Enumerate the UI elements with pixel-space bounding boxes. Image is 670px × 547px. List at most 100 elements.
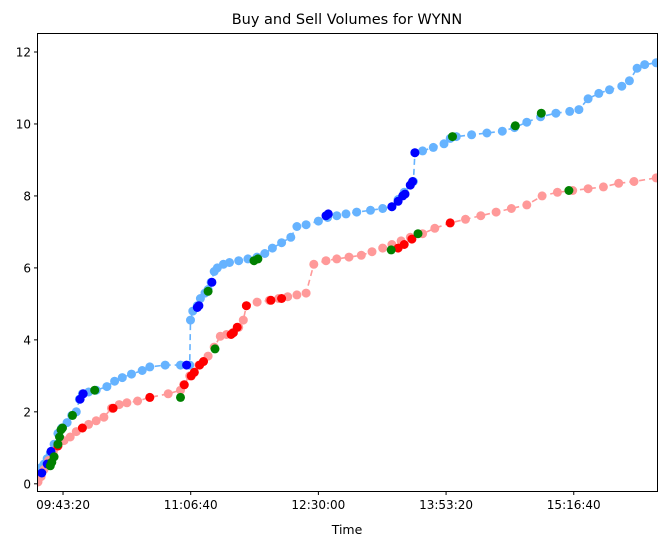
large-sell-point — [189, 367, 199, 377]
buy-point — [102, 382, 112, 392]
sell-point — [430, 223, 440, 233]
block-trade-point — [55, 432, 64, 442]
block-trade-point — [68, 410, 77, 420]
buy-point — [574, 105, 584, 115]
large-buy-point — [194, 301, 204, 311]
buy-point — [605, 85, 614, 95]
large-buy-point — [387, 202, 397, 212]
large-buy-point — [182, 360, 192, 370]
buy-point — [110, 376, 120, 386]
sell-point — [133, 396, 143, 406]
buy-point — [234, 256, 244, 266]
large-sell-point — [108, 403, 118, 413]
buy-point — [418, 146, 428, 156]
sell-point — [476, 211, 486, 221]
sell-point — [461, 214, 470, 224]
buy-point — [651, 58, 657, 68]
sell-point — [614, 178, 624, 188]
sell-point — [344, 252, 354, 262]
buy-point — [137, 366, 147, 375]
sell-point — [583, 184, 593, 194]
x-tick-label: 15:16:40 — [547, 498, 601, 512]
buy-point — [145, 362, 155, 372]
large-buy-point — [400, 189, 410, 199]
block-trade-point — [203, 286, 213, 296]
buy-point — [467, 130, 477, 140]
sell-point — [651, 173, 657, 183]
sell-point — [65, 432, 75, 442]
large-buy-point — [410, 148, 420, 158]
large-sell-point — [277, 294, 287, 303]
chart-title: Buy and Sell Volumes for WYNN — [232, 12, 463, 28]
large-sell-point — [145, 392, 155, 402]
buy-point — [640, 60, 650, 70]
block-trade-point — [413, 229, 423, 239]
y-tick-label: 2 — [23, 405, 31, 419]
large-buy-point — [408, 177, 418, 186]
sell-point — [356, 250, 366, 260]
sell-point — [163, 389, 173, 399]
block-trade-point — [53, 439, 63, 449]
y-tick-label: 12 — [16, 45, 31, 59]
large-sell-point — [179, 380, 189, 390]
large-sell-point — [77, 423, 87, 433]
buy-point — [565, 106, 575, 116]
buy-point — [594, 88, 604, 98]
block-trade-point — [386, 245, 396, 255]
sell-point — [99, 412, 109, 422]
sell-point — [292, 290, 302, 300]
sell-point — [598, 182, 608, 192]
buy-point — [117, 373, 127, 383]
x-tick-label: 12:30:00 — [291, 498, 345, 512]
plot-area — [38, 58, 657, 487]
x-axis: 09:43:20 11:06:40 12:30:00 13:53:20 15:16:40 — [36, 491, 601, 512]
plot-frame — [37, 33, 658, 492]
large-sell-point — [407, 234, 417, 244]
buy-point — [624, 76, 634, 86]
buy-point — [352, 207, 362, 217]
y-tick-label: 10 — [16, 117, 31, 131]
buy-point — [186, 315, 195, 325]
large-sell-point — [399, 240, 409, 249]
x-axis-label: Time — [331, 522, 363, 537]
block-trade-point — [176, 392, 185, 402]
sell-point — [491, 207, 501, 217]
x-tick-label: 13:53:20 — [419, 498, 473, 512]
y-axis: 0 2 4 6 8 10 12 — [16, 45, 38, 491]
y-tick-label: 8 — [23, 189, 31, 203]
sell-point — [629, 177, 639, 186]
buy-point — [378, 204, 388, 213]
y-tick-label: 4 — [23, 333, 31, 347]
series-markers — [38, 58, 657, 487]
block-trade-point — [49, 452, 59, 462]
block-trade-point — [90, 385, 100, 395]
buy-point — [632, 63, 642, 73]
buy-point — [482, 128, 492, 138]
large-sell-point — [232, 322, 242, 332]
buy-point — [225, 258, 234, 267]
sell-point — [537, 191, 547, 201]
buy-point — [277, 238, 287, 248]
block-trade-point — [58, 423, 67, 433]
buy-point — [301, 220, 311, 230]
buy-point — [313, 216, 323, 226]
y-tick-label: 6 — [23, 261, 31, 275]
sell-point — [332, 254, 342, 264]
buy-point — [292, 222, 302, 231]
buy-point — [617, 81, 627, 91]
buy-point — [522, 117, 532, 127]
sell-point — [367, 247, 377, 257]
buy-point — [497, 126, 507, 136]
sell-point — [122, 398, 132, 408]
large-buy-point — [78, 389, 88, 399]
x-tick-label: 11:06:40 — [164, 498, 218, 512]
x-tick-label: 09:43:20 — [36, 498, 90, 512]
buy-point — [332, 211, 342, 221]
large-sell-point — [241, 301, 251, 311]
sell-point — [321, 256, 331, 266]
block-trade-point — [210, 344, 220, 354]
sell-point — [506, 204, 516, 213]
sell-point — [301, 288, 311, 298]
